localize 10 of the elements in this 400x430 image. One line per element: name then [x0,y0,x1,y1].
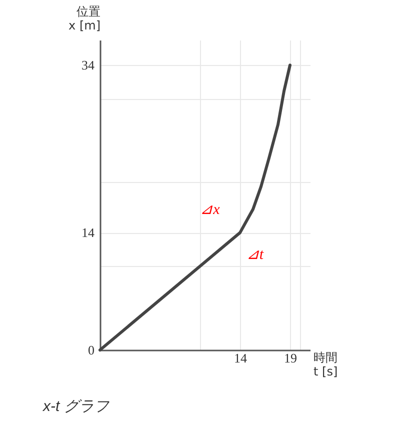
x-axis-title: 時間 t [s] [314,350,338,378]
y-tick-label: 0 [88,342,94,358]
text: x-t グラフ [42,398,110,415]
x-tick-label: 19 [284,350,297,366]
y-tick-label: 14 [82,225,95,240]
annotation: ⊿x [200,202,220,218]
line-series [98,64,292,352]
y-axis-title: 位置 x [m] [68,4,100,32]
y-tick-label: 34 [82,58,95,73]
annotation: ⊿t [246,247,264,263]
